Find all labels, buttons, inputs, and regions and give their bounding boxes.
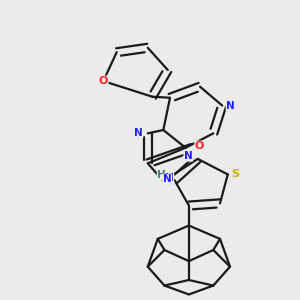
Text: H: H xyxy=(157,170,166,180)
Text: O: O xyxy=(99,76,108,86)
Text: N: N xyxy=(163,174,172,184)
Text: O: O xyxy=(195,141,204,151)
Text: N: N xyxy=(184,151,193,161)
Text: N: N xyxy=(165,173,174,183)
Text: N: N xyxy=(134,128,143,138)
Text: N: N xyxy=(226,100,235,111)
Text: S: S xyxy=(231,169,239,179)
